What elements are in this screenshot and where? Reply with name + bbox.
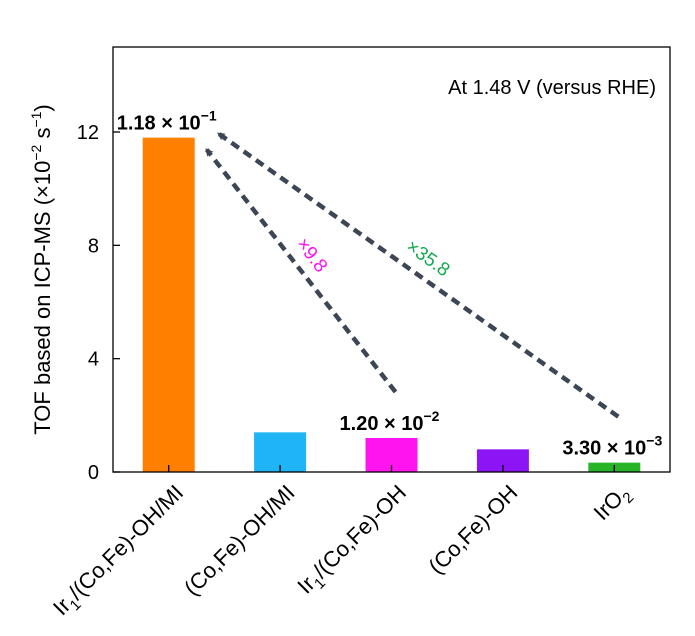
category-label-base: (Co,Fe)-OH/MI [179, 480, 300, 601]
value-label-bar-3: 1.20 × 10−2 [340, 408, 440, 435]
y-tick-label: 12 [77, 122, 99, 144]
category-label-5: IrO2 [589, 480, 638, 529]
value-label-mantissa: 1.20 × 10 [340, 413, 424, 435]
ratio-arrow-2 [217, 131, 620, 419]
bar-4 [476, 449, 529, 472]
value-label-bar-5: 3.30 × 10−3 [562, 433, 662, 460]
ratio-label-2: ×35.8 [402, 236, 453, 281]
value-label-exponent: −2 [424, 408, 440, 424]
y-axis-label-exp2: −1 [28, 111, 44, 127]
y-tick-label: 8 [88, 235, 99, 257]
category-label-rest: /(Co,Fe)-OH [308, 480, 411, 583]
y-axis-label-exp1: −2 [28, 144, 44, 160]
value-label-mantissa: 1.18 × 10 [117, 113, 201, 135]
y-tick-label: 4 [88, 349, 99, 371]
category-label-1: Ir1/(Co,Fe)-OH/MI [48, 480, 192, 624]
axes-frame [112, 46, 671, 473]
category-label-2: (Co,Fe)-OH/MI [179, 480, 300, 601]
category-label-3: Ir1/(Co,Fe)-OH [292, 480, 414, 602]
category-label-base: (Co,Fe)-OH [424, 480, 523, 579]
y-axis-label-end: ) [30, 104, 55, 111]
category-label-4: (Co,Fe)-OH [424, 480, 523, 579]
y-axis-label-main: TOF based on ICP-MS (×10 [30, 161, 55, 435]
condition-annotation: At 1.48 V (versus RHE) [448, 77, 656, 99]
y-axis-label-mid: s [30, 128, 55, 145]
value-label-mantissa: 3.30 × 10 [562, 438, 646, 460]
ratio-arrow-1 [204, 148, 398, 394]
value-label-exponent: −3 [646, 433, 662, 449]
y-tick-label: 0 [88, 462, 99, 484]
category-label-rest: /(Co,Fe)-OH/MI [63, 480, 188, 605]
ratio-label-1: ×9.8 [292, 234, 332, 277]
value-label-exponent: −1 [201, 108, 217, 124]
y-axis-label: TOF based on ICP-MS (×10−2 s−1) [28, 104, 55, 435]
bar-1 [142, 137, 195, 472]
value-label-bar-1: 1.18 × 10−1 [117, 108, 217, 135]
